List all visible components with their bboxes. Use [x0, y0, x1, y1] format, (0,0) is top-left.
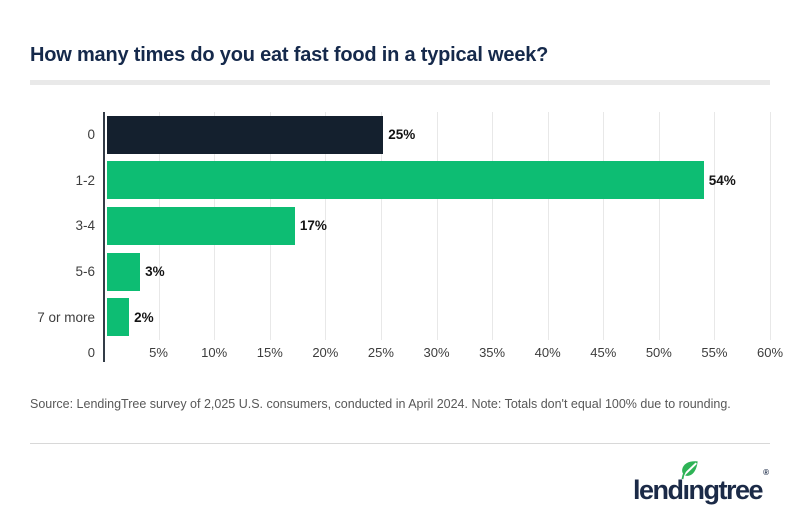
value-label: 25% [388, 127, 416, 143]
chart-row: 7 or more 2% [30, 294, 770, 340]
value-label: 3% [145, 264, 165, 280]
x-tick-label: 60% [756, 345, 784, 360]
value-label: 17% [299, 218, 327, 234]
value-label: 54% [708, 172, 736, 188]
x-tick-label: 0 [87, 345, 95, 360]
x-tick-label: 35% [479, 345, 506, 360]
category-label: 3-4 [75, 218, 95, 234]
bar-1-2 [107, 161, 704, 200]
gridline [714, 112, 716, 340]
bar-rows: 0 25% 1-2 54% 3-4 17% 5-6 3% 7 or more 2% [30, 112, 770, 340]
lendingtree-logo: lend ı ngtree ® [633, 460, 769, 506]
gridline [325, 112, 327, 340]
x-tick-label: 40% [534, 345, 561, 360]
bar-track: 3% [105, 249, 770, 295]
category-label: 7 or more [37, 309, 95, 325]
leaf-icon [681, 460, 698, 479]
bar-track: 2% [105, 294, 770, 340]
gridline [770, 112, 771, 340]
chart-row: 1-2 54% [30, 158, 770, 204]
bar-3-4 [107, 206, 295, 245]
chart-row: 0 25% [30, 112, 770, 158]
bar-track: 17% [105, 203, 770, 249]
bar-0 [107, 115, 384, 154]
logo-text-ngtree: ngtree [688, 474, 764, 505]
chart-row: 5-6 3% [30, 249, 770, 295]
x-tick-label: 25% [367, 345, 394, 360]
x-tick-label: 55% [701, 345, 728, 360]
chart-title: How many times do you eat fast food in a… [30, 44, 549, 66]
logo-trademark: ® [763, 468, 769, 477]
bar-5-6 [107, 252, 141, 291]
bar-track: 54% [105, 158, 770, 204]
x-axis-ticks: 0 5% 10% 15% 20% 25% 30% 35% 40% 45% 50% 55% 60% [88, 345, 783, 365]
x-tick-label: 10% [201, 345, 228, 360]
source-note: Source: LendingTree survey of 2,025 U.S.… [30, 397, 731, 411]
gridline [603, 112, 605, 340]
x-tick-label: 15% [256, 345, 283, 360]
category-label: 0 [87, 127, 95, 143]
bar-7 or more [107, 298, 130, 337]
gridline [436, 112, 438, 340]
x-tick-label: 5% [149, 345, 168, 360]
gridline [658, 112, 660, 340]
value-label: 2% [134, 309, 154, 325]
category-label: 1-2 [75, 172, 95, 188]
x-tick-label: 45% [590, 345, 617, 360]
title-divider [30, 80, 770, 85]
chart-row: 3-4 17% [30, 203, 770, 249]
x-tick-label: 20% [312, 345, 339, 360]
category-label: 5-6 [75, 264, 95, 280]
y-axis-line [103, 112, 105, 362]
gridline [492, 112, 494, 340]
bar-track: 25% [105, 112, 770, 158]
x-tick-label: 50% [645, 345, 672, 360]
footer-divider [30, 443, 770, 444]
gridline [380, 112, 382, 340]
logo-text-lend: lend [633, 474, 684, 505]
logo-letter-i: ı [681, 460, 698, 506]
gridline [547, 112, 549, 340]
x-tick-label: 30% [423, 345, 450, 360]
bar-chart: 0 25% 1-2 54% 3-4 17% 5-6 3% 7 or more 2% 0 5% 10% 1… [30, 112, 783, 362]
